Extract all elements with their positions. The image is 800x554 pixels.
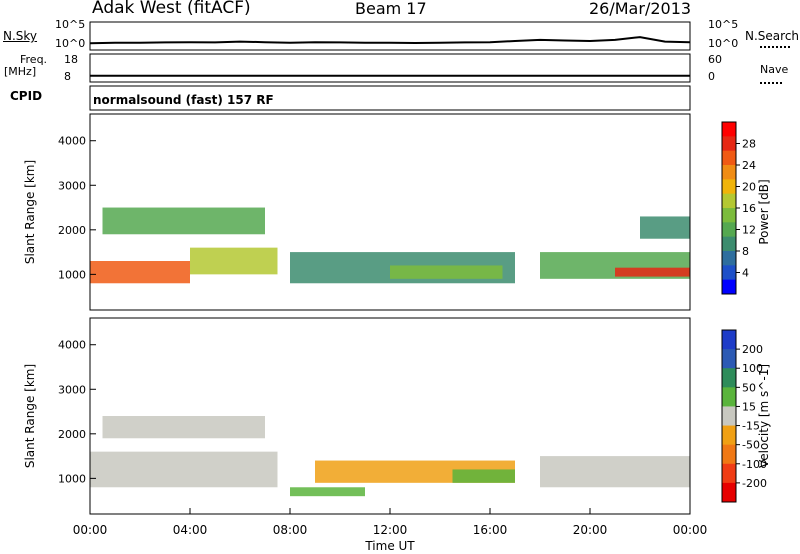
- velocity-band-1: [102, 416, 265, 439]
- noise-ytick-left-bottom: 10^0: [55, 37, 86, 50]
- velocity-heatmap-layer: [90, 416, 690, 497]
- noise-ytick-right-bottom: 10^0: [708, 37, 739, 50]
- power-ytick-label-0: 1000: [58, 268, 86, 281]
- xtick-label-5: 20:00: [573, 523, 608, 537]
- power-colorbar-swatch-1: [722, 136, 736, 152]
- site-title: Adak West (fitACF): [92, 0, 251, 18]
- xtick-label-0: 00:00: [73, 523, 108, 537]
- power-ytick-label-2: 3000: [58, 179, 86, 192]
- velocity-colorbar-swatch-5: [722, 425, 736, 446]
- xtick-label-2: 08:00: [273, 523, 308, 537]
- velocity-colorbar-label-4: -15: [742, 420, 760, 433]
- noise-panel-frame: [89, 21, 691, 51]
- velocity-colorbar-label-2: 50: [742, 381, 756, 394]
- velocity-colorbar-label-0: 200: [742, 343, 763, 356]
- power-band-7: [640, 216, 690, 239]
- power-colorbar-swatch-2: [722, 150, 736, 166]
- velocity-band-4: [452, 469, 515, 483]
- cpid-value: normalsound (fast) 157 RF: [93, 93, 274, 107]
- velocity-colorbar-swatch-2: [722, 368, 736, 388]
- xtick-label-3: 12:00: [373, 523, 408, 537]
- power-colorbar-swatch-8: [722, 236, 736, 252]
- power-colorbar-label-1: 8: [742, 245, 749, 258]
- power-panel-frame: [89, 113, 691, 311]
- velocity-band-5: [540, 456, 690, 488]
- velocity-ytick-label-0: 1000: [58, 472, 86, 485]
- power-colorbar-swatch-4: [722, 179, 736, 195]
- power-colorbar-label-2: 12: [742, 224, 756, 237]
- power-heatmap-layer: [90, 207, 690, 284]
- power-colorbar-swatch-7: [722, 222, 736, 238]
- freq-panel-frame: [89, 53, 691, 83]
- velocity-colorbar-swatch-8: [722, 482, 736, 503]
- power-band-6: [615, 267, 690, 277]
- power-colorbar-label-6: 28: [742, 138, 756, 151]
- velocity-colorbar-label-6: -100: [742, 458, 767, 471]
- noise-right-dotted-line: [760, 46, 790, 48]
- velocity-ytick-label-1: 2000: [58, 428, 86, 441]
- freq-ytick-left-top: 18: [64, 53, 78, 66]
- xtick-label-4: 16:00: [473, 523, 508, 537]
- velocity-colorbar-swatch-0: [722, 330, 736, 350]
- power-band-1: [190, 247, 278, 275]
- power-colorbar-label-4: 20: [742, 181, 756, 194]
- velocity-colorbar-label-1: 100: [742, 362, 763, 375]
- noise-ytick-right-top: 10^5: [708, 18, 739, 31]
- noise-right-label: N.Search: [745, 29, 800, 43]
- power-colorbar-swatch-10: [722, 265, 736, 281]
- power-colorbar-swatch-6: [722, 208, 736, 223]
- velocity-colorbar: 200 100 50 15 -15 -50 -100 -200: [721, 329, 767, 503]
- power-colorbar-label-0: 4: [742, 267, 749, 280]
- velocity-colorbar-label-7: -200: [742, 477, 767, 490]
- velocity-ytick-label-3: 4000: [58, 339, 86, 352]
- velocity-colorbar-frame: [721, 329, 737, 503]
- freq-label-2: [MHz]: [4, 65, 37, 78]
- velocity-colorbar-label: Velocity [m s^-1]: [757, 364, 771, 468]
- noise-ytick-left-top: 10^5: [55, 18, 86, 31]
- freq-ytick-left-bottom: 8: [64, 70, 71, 83]
- nave-dotted-line: [760, 82, 782, 84]
- velocity-band-0: [90, 451, 278, 488]
- velocity-ylabel: Slant Range [km]: [23, 364, 37, 468]
- velocity-colorbar-swatch-1: [722, 349, 736, 369]
- power-ytick-label-3: 4000: [58, 135, 86, 148]
- velocity-colorbar-swatch-6: [722, 444, 736, 465]
- cpid-panel-frame: [89, 85, 691, 111]
- freq-ytick-right-top: 60: [708, 53, 722, 66]
- velocity-colorbar-swatch-3: [722, 387, 736, 407]
- power-colorbar-swatch-3: [722, 165, 736, 180]
- power-band-4: [390, 265, 503, 279]
- freq-label-1: Freq.: [20, 53, 48, 66]
- power-colorbar-swatch-5: [722, 193, 736, 209]
- velocity-colorbar-swatch-7: [722, 463, 736, 484]
- power-colorbar-label-5: 24: [742, 159, 756, 172]
- power-band-2: [102, 207, 265, 235]
- nave-label: Nave: [760, 63, 789, 76]
- beam-title: Beam 17: [355, 0, 427, 18]
- xtick-label-1: 04:00: [173, 523, 208, 537]
- power-colorbar: 4 8 12 16 20 24 28: [721, 121, 756, 295]
- power-ytick-label-1: 2000: [58, 224, 86, 237]
- power-colorbar-label-3: 16: [742, 202, 756, 215]
- date-title: 26/Mar/2013: [589, 0, 692, 18]
- cpid-label: CPID: [10, 89, 43, 103]
- power-colorbar-swatch-9: [722, 251, 736, 266]
- velocity-ytick-label-2: 3000: [58, 383, 86, 396]
- noise-series-line: [89, 36, 691, 45]
- noise-left-label: N.Sky: [3, 29, 38, 43]
- xlabel: Time UT: [364, 539, 415, 553]
- power-colorbar-swatch-11: [722, 279, 736, 295]
- xtick-label-6: 00:00: [673, 523, 708, 537]
- velocity-colorbar-label-3: 15: [742, 400, 756, 413]
- power-band-0: [90, 261, 190, 284]
- power-colorbar-label: Power [dB]: [757, 179, 771, 244]
- velocity-colorbar-label-5: -50: [742, 439, 760, 452]
- freq-ytick-right-bottom: 0: [708, 70, 715, 83]
- power-colorbar-swatch-0: [722, 122, 736, 137]
- velocity-colorbar-swatch-4: [722, 406, 736, 427]
- velocity-band-3: [290, 487, 365, 497]
- power-ylabel: Slant Range [km]: [23, 160, 37, 264]
